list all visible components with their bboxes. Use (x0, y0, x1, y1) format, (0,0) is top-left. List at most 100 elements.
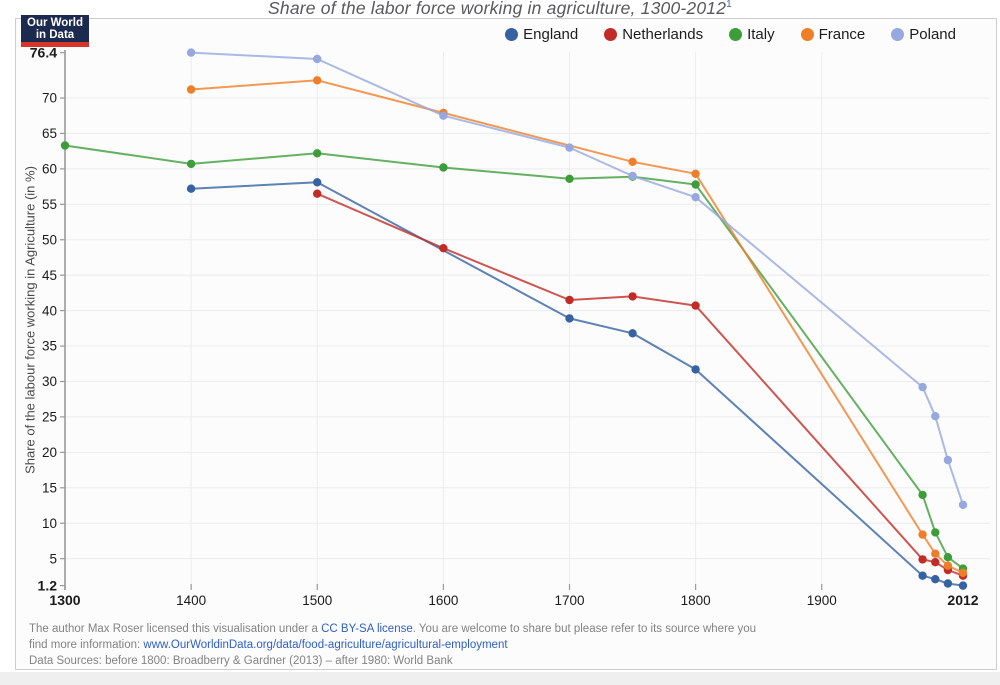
data-point-italy[interactable] (931, 528, 940, 537)
x-tick-label: 1900 (807, 593, 837, 608)
legend-label: Netherlands (622, 26, 704, 43)
footer-info-line: find more information: www.OurWorldinDat… (29, 637, 969, 653)
data-point-france[interactable] (691, 169, 700, 179)
data-point-netherlands[interactable] (691, 301, 700, 310)
data-point-italy[interactable] (60, 141, 70, 150)
data-point-poland[interactable] (691, 193, 700, 202)
chart-container (15, 18, 997, 670)
data-point-poland[interactable] (565, 143, 574, 152)
footer: The author Max Roser licensed this visua… (29, 621, 969, 669)
data-point-france[interactable] (313, 76, 322, 85)
data-point-italy[interactable] (439, 163, 448, 172)
data-point-netherlands[interactable] (628, 292, 637, 301)
data-point-england[interactable] (931, 574, 940, 584)
x-tick-label: 1800 (681, 593, 711, 608)
data-point-poland[interactable] (958, 500, 968, 509)
data-point-france[interactable] (943, 561, 953, 570)
y-tick-label: 10 (42, 516, 57, 531)
data-point-france[interactable] (628, 157, 637, 167)
cc-by-sa-license-link[interactable]: CC BY-SA license (321, 623, 413, 635)
legend-label: France (818, 26, 866, 43)
footer-text: The author Max Roser licensed this visua… (29, 623, 322, 635)
x-tick-label: 1600 (428, 593, 458, 608)
y-tick-label: 45 (42, 268, 57, 283)
y-tick-label: 30 (42, 374, 57, 389)
footer-text: find more information: (29, 639, 144, 651)
legend-label: Poland (909, 26, 956, 43)
data-point-poland[interactable] (439, 111, 448, 120)
data-point-italy[interactable] (943, 552, 953, 562)
y-tick-label: 25 (42, 410, 57, 425)
y-tick-label: 60 (42, 162, 57, 177)
series-line-england (191, 181, 964, 587)
owid-logo: Our World in Data (21, 15, 90, 47)
y-tick-label: 35 (42, 339, 57, 354)
x-tick-label: 2012 (947, 592, 978, 608)
y-tick-label: 55 (42, 197, 57, 212)
data-point-france[interactable] (931, 549, 940, 558)
legend-item-england[interactable]: England (505, 26, 578, 43)
data-point-france[interactable] (186, 85, 196, 94)
y-tick-label: 5 (49, 551, 57, 566)
legend-dot-icon (729, 28, 743, 41)
data-point-poland[interactable] (918, 382, 927, 392)
data-point-poland[interactable] (186, 48, 196, 57)
y-axis-title: Share of the labour force working in Agr… (22, 166, 38, 474)
y-tick-label: 15 (42, 480, 57, 495)
y-tick-label: 65 (42, 126, 57, 141)
data-point-netherlands[interactable] (931, 557, 940, 567)
data-point-england[interactable] (313, 178, 322, 187)
title-footnote-link[interactable]: 1 (726, 0, 732, 11)
owid-logo-line1: Our World (27, 17, 84, 29)
data-point-italy[interactable] (918, 490, 927, 500)
series-line-italy (64, 144, 964, 570)
footer-text: . You are welcome to share but please re… (412, 623, 757, 635)
data-point-italy[interactable] (691, 180, 700, 189)
y-tick-label: 76.4 (30, 44, 57, 60)
data-point-poland[interactable] (628, 171, 637, 181)
data-point-italy[interactable] (313, 149, 322, 158)
data-point-england[interactable] (186, 184, 196, 193)
data-point-poland[interactable] (943, 455, 953, 465)
data-point-france[interactable] (958, 568, 968, 577)
legend-item-france[interactable]: France (800, 26, 866, 43)
y-tick-label: 1.2 (38, 577, 58, 593)
data-point-england[interactable] (943, 579, 953, 588)
data-point-italy[interactable] (186, 159, 196, 169)
data-point-france[interactable] (918, 530, 927, 539)
legend-dot-icon (505, 28, 519, 41)
data-point-england[interactable] (958, 581, 968, 590)
owid-url-link[interactable]: www.OurWorldinData.org/data/food-agricul… (143, 639, 508, 651)
legend-dot-icon (800, 28, 814, 41)
data-point-italy[interactable] (565, 174, 574, 184)
data-point-england[interactable] (691, 365, 700, 374)
x-tick-label: 1700 (554, 593, 584, 608)
legend-item-italy[interactable]: Italy (729, 26, 775, 43)
chart-title-text: Share of the labor force working in agri… (268, 0, 727, 18)
data-point-netherlands[interactable] (439, 244, 448, 253)
data-point-poland[interactable] (931, 412, 940, 421)
data-point-netherlands[interactable] (918, 555, 927, 564)
series-line-netherlands (316, 192, 964, 577)
chart-title: Share of the labor force working in agri… (0, 0, 1000, 19)
legend: England Netherlands Italy France Poland (505, 26, 956, 43)
x-tick-label: 1400 (176, 593, 206, 608)
data-point-netherlands[interactable] (313, 189, 322, 198)
data-point-netherlands[interactable] (565, 295, 574, 305)
legend-dot-icon (604, 28, 618, 41)
y-tick-label: 70 (42, 91, 57, 106)
data-point-england[interactable] (918, 571, 927, 580)
legend-item-netherlands[interactable]: Netherlands (604, 26, 703, 43)
data-point-england[interactable] (628, 329, 637, 338)
x-tick-label: 1300 (49, 592, 80, 608)
data-point-poland[interactable] (313, 54, 322, 64)
y-tick-label: 40 (42, 303, 57, 318)
y-tick-label: 50 (42, 232, 57, 247)
data-point-england[interactable] (565, 314, 574, 323)
legend-item-poland[interactable]: Poland (891, 26, 956, 43)
legend-dot-icon (891, 28, 905, 41)
y-tick-label: 20 (42, 445, 57, 460)
footer-license-line: The author Max Roser licensed this visua… (29, 621, 969, 637)
